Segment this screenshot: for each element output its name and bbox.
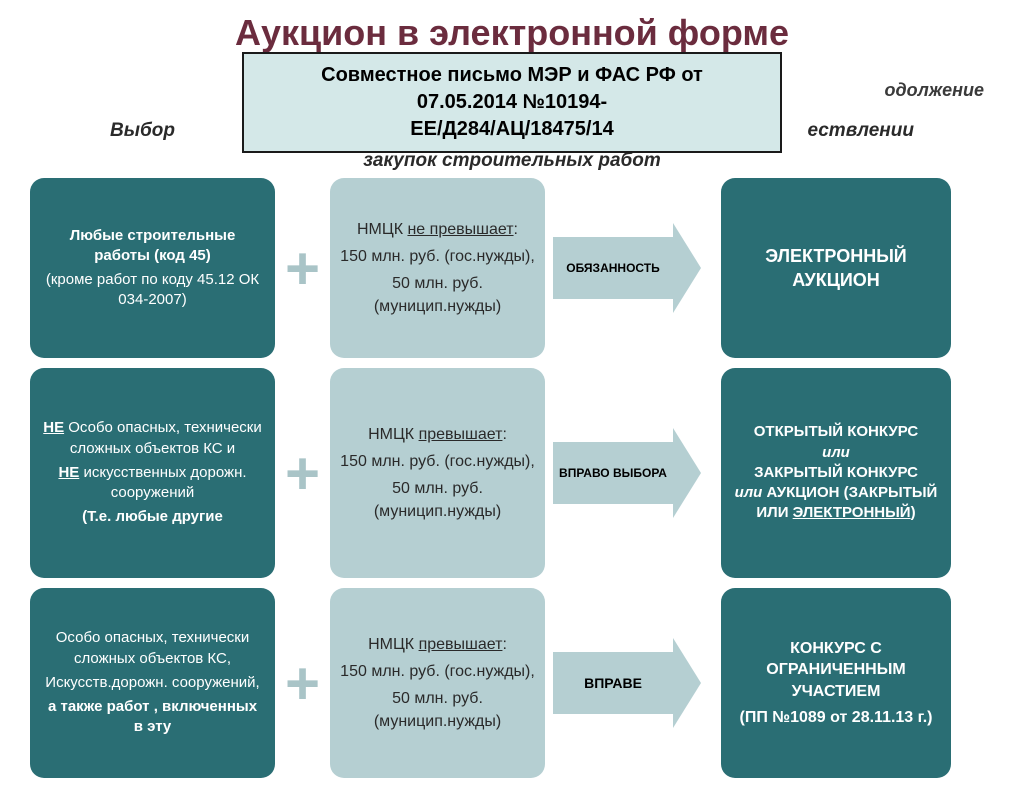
row2-left-l1a: НЕ: [43, 419, 64, 436]
notice-line1: Совместное письмо МЭР и ФАС РФ от: [260, 62, 764, 89]
subtitle-right: ествлении: [807, 120, 914, 142]
notice-box: Совместное письмо МЭР и ФАС РФ от 07.05.…: [242, 52, 782, 153]
row2-right-r1: ОТКРЫТЫЙ КОНКУРС: [733, 422, 939, 442]
row1-mid-head-u: не превышает: [407, 221, 513, 238]
plus-icon: +: [275, 178, 330, 358]
row2-mid-head-a: НМЦК: [368, 426, 418, 443]
plus-icon: +: [275, 368, 330, 578]
row3-mid-v1: 150 млн. руб. (гос.нужды),: [340, 660, 535, 683]
row2-left-l2: НЕ искусственных дорожн. сооружений: [42, 463, 263, 504]
row3-left-l2: Искусств.дорожн. сооружений,: [42, 673, 263, 693]
row1-arrow: ОБЯЗАННОСТЬ: [553, 178, 703, 358]
row2-right-box: ОТКРЫТЫЙ КОНКУРС или ЗАКРЫТЫЙ КОНКУРС ил…: [721, 368, 951, 578]
row1-mid-v1: 150 млн. руб. (гос.нужды),: [340, 245, 535, 268]
row2-left-l3: (Т.е. любые другие: [42, 507, 263, 527]
continuation-label: одолжение: [885, 80, 984, 101]
row1-arrow-label: ОБЯЗАННОСТЬ: [553, 237, 673, 299]
row1-right-box: ЭЛЕКТРОННЫЙ АУКЦИОН: [721, 178, 951, 358]
row1-left-l1: Любые строительные работы (код 45): [42, 226, 263, 267]
row2-mid-head-u: превышает: [419, 426, 503, 443]
flow-rows: Любые строительные работы (код 45) (кром…: [30, 178, 994, 788]
subtitle-line2: закупок строительных работ: [363, 150, 661, 172]
row2-left-l1: НЕ Особо опасных, технически сложных объ…: [42, 418, 263, 459]
row3-right-box: КОНКУРС С ОГРАНИЧЕННЫМ УЧАСТИЕМ (ПП №108…: [721, 588, 951, 778]
row1-left-l2: (кроме работ по коду 45.12 ОК 034-2007): [42, 270, 263, 311]
row3-mid-v2: 50 млн. руб. (муницип.нужды): [340, 687, 535, 733]
row2-mid-head: НМЦК превышает:: [340, 423, 535, 446]
row3-left-l1: Особо опасных, технически сложных объект…: [42, 628, 263, 669]
row1-right-main: ЭЛЕКТРОННЫЙ АУКЦИОН: [733, 244, 939, 293]
row2-arrow: ВПРАВО ВЫБОРА: [553, 368, 703, 578]
row2-right-r2: ЗАКРЫТЫЙ КОНКУРС: [733, 463, 939, 483]
row2-left-l1b: Особо опасных, технически сложных объект…: [64, 419, 262, 456]
flow-row-3: Особо опасных, технически сложных объект…: [30, 588, 994, 778]
row3-right-r1: КОНКУРС С ОГРАНИЧЕННЫМ УЧАСТИЕМ: [733, 638, 939, 703]
row3-left-box: Особо опасных, технически сложных объект…: [30, 588, 275, 778]
row2-mid-v1: 150 млн. руб. (гос.нужды),: [340, 450, 535, 473]
row2-left-box: НЕ Особо опасных, технически сложных объ…: [30, 368, 275, 578]
row1-mid-box: НМЦК не превышает: 150 млн. руб. (гос.ну…: [330, 178, 545, 358]
row2-left-l2b: искусственных дорожн. сооружений: [79, 464, 246, 501]
row3-right-r2: (ПП №1089 от 28.11.13 г.): [733, 707, 939, 729]
row2-right-r3u: ЭЛЕКТРОННЫЙ: [793, 504, 911, 521]
row3-left-l3: а также работ , включенных в эту: [42, 697, 263, 738]
row2-left-l2a: НЕ: [58, 464, 79, 481]
subtitle-left: Выбор: [110, 120, 175, 142]
page-title: Аукцион в электронной форме: [0, 0, 1024, 54]
row2-right-or1: или: [733, 443, 939, 463]
row2-right-r3c: ): [911, 504, 916, 521]
row3-mid-box: НМЦК превышает: 150 млн. руб. (гос.нужды…: [330, 588, 545, 778]
plus-icon: +: [275, 588, 330, 778]
notice-line2: 07.05.2014 №10194-: [260, 89, 764, 116]
row1-left-box: Любые строительные работы (код 45) (кром…: [30, 178, 275, 358]
row3-mid-head-u: превышает: [419, 636, 503, 653]
row3-mid-head-a: НМЦК: [368, 636, 418, 653]
row2-arrow-label: ВПРАВО ВЫБОРА: [553, 442, 673, 504]
flow-row-2: НЕ Особо опасных, технически сложных объ…: [30, 368, 994, 578]
row2-mid-v2: 50 млн. руб. (муницип.нужды): [340, 477, 535, 523]
row3-arrow: ВПРАВЕ: [553, 588, 703, 778]
notice-line3: ЕЕ/Д284/АЦ/18475/14: [260, 116, 764, 143]
row1-mid-head: НМЦК не превышает:: [340, 218, 535, 241]
row1-mid-v2: 50 млн. руб. (муницип.нужды): [340, 272, 535, 318]
row2-right-r3: или АУКЦИОН (ЗАКРЫТЫЙ ИЛИ ЭЛЕКТРОННЫЙ): [733, 483, 939, 524]
row2-mid-box: НМЦК превышает: 150 млн. руб. (гос.нужды…: [330, 368, 545, 578]
flow-row-1: Любые строительные работы (код 45) (кром…: [30, 178, 994, 358]
row3-arrow-label: ВПРАВЕ: [553, 652, 673, 714]
row2-right-or2: или: [735, 484, 763, 501]
row3-mid-head: НМЦК превышает:: [340, 633, 535, 656]
row1-mid-head-a: НМЦК: [357, 221, 407, 238]
